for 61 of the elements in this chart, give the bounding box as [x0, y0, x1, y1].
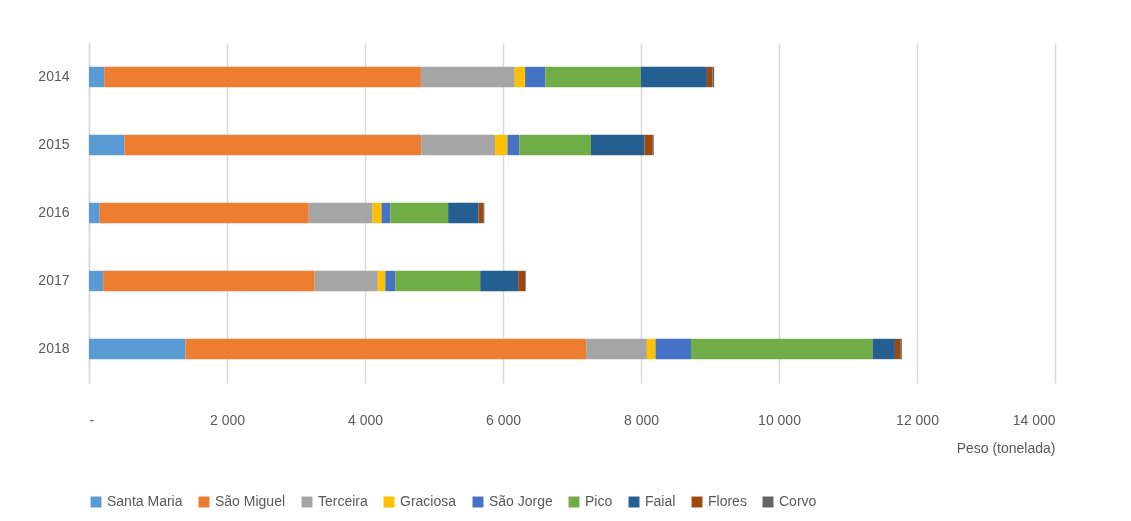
bar: [872, 338, 895, 360]
bar: [691, 338, 873, 360]
bar: [124, 134, 422, 156]
bar: [480, 270, 519, 292]
legend-label: Santa Maria: [107, 493, 183, 509]
bar: [385, 270, 396, 292]
bar: [586, 338, 647, 360]
bar: [655, 338, 692, 360]
bar: [640, 66, 707, 88]
bar: [519, 134, 591, 156]
bar: [448, 202, 479, 224]
y-tick-label: 2018: [38, 340, 70, 356]
legend-label: Faial: [645, 493, 676, 509]
bar: [89, 202, 100, 224]
legend-label: São Jorge: [489, 493, 554, 509]
bar: [420, 66, 515, 88]
bar: [381, 202, 391, 224]
x-tick-label: 4 000: [347, 411, 384, 428]
bar: [308, 202, 373, 224]
bar: [89, 66, 105, 88]
x-tick-label: 14 000: [1012, 411, 1056, 428]
bar: [495, 134, 508, 156]
bar: [185, 338, 587, 360]
bar: [421, 134, 496, 156]
x-tick-label: 8 000: [623, 411, 660, 428]
bar: [894, 338, 901, 360]
y-tick-label: 2016: [38, 204, 70, 220]
bar: [99, 202, 309, 224]
bar: [103, 270, 315, 292]
legend-label: Flores: [708, 493, 747, 509]
bar: [377, 270, 386, 292]
bar: [518, 270, 526, 292]
bar: [372, 202, 382, 224]
x-tick-label: -: [89, 411, 95, 428]
bar: [646, 338, 656, 360]
bar: [507, 134, 520, 156]
bar: [395, 270, 481, 292]
bar: [545, 66, 641, 88]
y-tick-label: 2017: [38, 272, 70, 288]
bar: [644, 134, 653, 156]
bar: [89, 338, 186, 360]
bar: [390, 202, 449, 224]
x-tick-label: 6 000: [485, 411, 522, 428]
bar: [314, 270, 378, 292]
bar: [525, 66, 546, 88]
bar: [89, 134, 125, 156]
legend-label: Pico: [585, 493, 613, 509]
bar: [514, 66, 526, 88]
y-tick-label: 2015: [38, 136, 70, 152]
legend-label: Graciosa: [400, 493, 457, 509]
y-tick-label: 2014: [38, 68, 70, 84]
legend-label: São Miguel: [215, 493, 286, 509]
legend-label: Corvo: [779, 493, 817, 509]
bar: [104, 66, 421, 88]
bar: [89, 270, 104, 292]
x-tick-label: 2 000: [209, 411, 246, 428]
legend-label: Terceira: [318, 493, 369, 509]
x-tick-label: 12 000: [896, 411, 940, 428]
bar: [590, 134, 645, 156]
x-axis-title: Peso (tonelada): [956, 439, 1056, 456]
x-tick-label: 10 000: [758, 411, 802, 428]
